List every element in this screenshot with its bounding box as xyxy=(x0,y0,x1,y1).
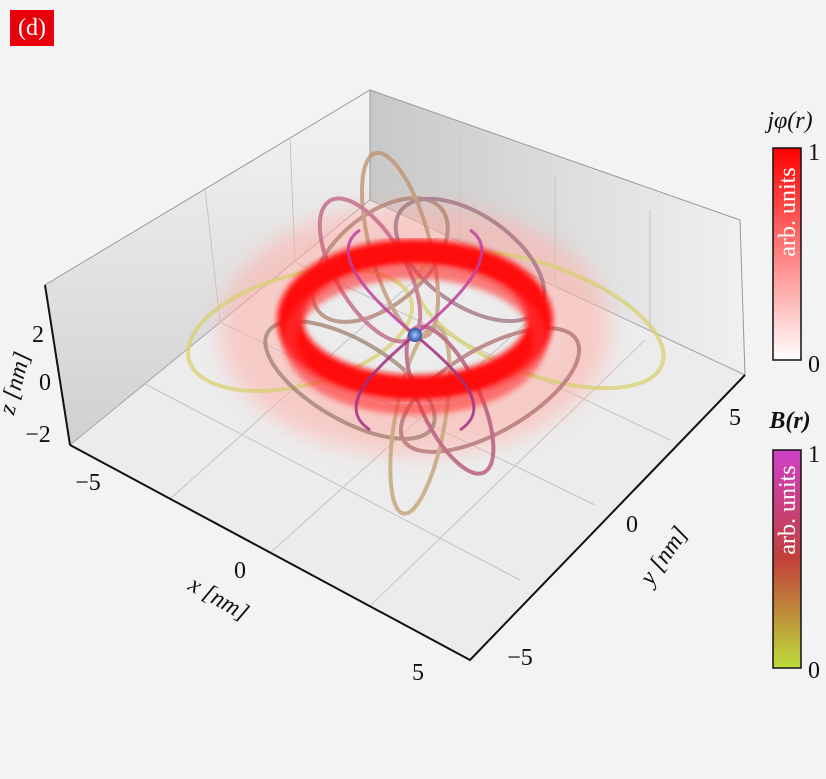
axes xyxy=(44,284,746,662)
colorbar-tick: 1 xyxy=(808,140,820,166)
current-glow xyxy=(220,205,610,455)
y-tick: 5 xyxy=(729,405,741,431)
y-tick: 0 xyxy=(626,512,638,538)
y-label: y [nm] xyxy=(634,522,694,592)
colorbar xyxy=(772,147,802,361)
dipole xyxy=(408,328,422,342)
z-label: z [nm] xyxy=(0,349,36,418)
panel-label: (d) xyxy=(10,10,54,46)
colorbar-title: jφ(r) xyxy=(764,108,812,134)
colorbar-tick: 1 xyxy=(808,442,820,468)
core-lines xyxy=(346,228,484,432)
y-tick: −5 xyxy=(507,645,533,671)
colorbar xyxy=(772,449,802,669)
x-tick: 0 xyxy=(234,558,246,584)
colorbar-tick: 0 xyxy=(808,658,820,684)
x-tick: −5 xyxy=(75,470,101,496)
x-tick: 5 xyxy=(412,660,424,686)
z-tick: 2 xyxy=(32,322,44,348)
colorbar-title: B(r) xyxy=(768,408,810,434)
colorbar-unit: arb. units xyxy=(775,167,801,256)
z-tick: 0 xyxy=(39,370,51,396)
colorbar-tick: 0 xyxy=(808,352,820,378)
current-ring-lower xyxy=(283,265,547,415)
colorbar-unit: arb. units xyxy=(775,465,801,554)
z-tick: −2 xyxy=(25,422,51,448)
